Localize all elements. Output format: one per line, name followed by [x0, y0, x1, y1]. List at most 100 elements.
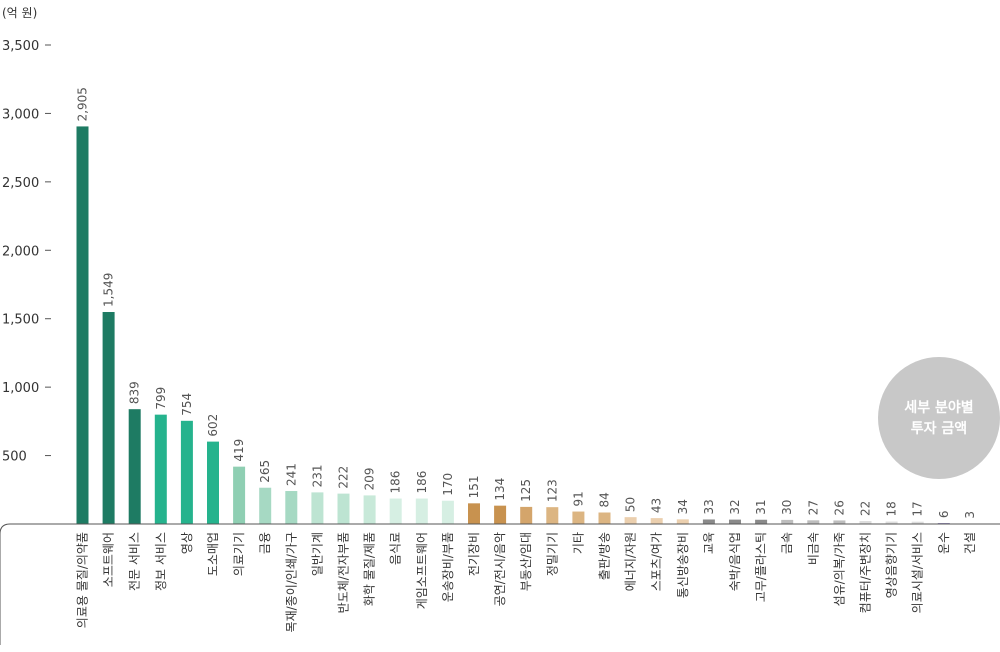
category-label: 에너지/자원 [624, 532, 638, 591]
category-labels: 의료용 물질/의약품 소프트웨어 전문 서비스 정보 서비스 영상 도소매업 의료기기 금융 목… [75, 532, 977, 632]
summary-badge: 세부 분야별 투자 금액 [878, 357, 1000, 479]
bar [885, 521, 898, 524]
bar [415, 498, 428, 524]
category-label: 섬유/의복/가죽 [832, 532, 846, 606]
value-label: 241 [284, 463, 298, 486]
bar [337, 493, 350, 524]
bar [807, 520, 820, 524]
value-label: 43 [650, 498, 664, 513]
category-label: 운수 [937, 532, 951, 554]
badge-line1: 세부 분야별 [904, 399, 973, 416]
value-label: 419 [232, 439, 246, 462]
category-label: 기타 [571, 532, 585, 554]
y-tick-label: 500 [2, 450, 27, 465]
value-label: 186 [389, 471, 403, 494]
value-label: 151 [467, 475, 481, 498]
bar [781, 519, 794, 524]
value-label: 3 [963, 511, 977, 519]
value-label: 222 [337, 466, 351, 489]
y-tick-label: 2,500 [2, 176, 39, 191]
category-label: 스포츠/여가 [650, 532, 664, 591]
category-label: 음식료 [389, 532, 403, 565]
category-label: 전문 서비스 [128, 532, 142, 591]
category-label: 금융 [258, 532, 272, 554]
value-label: 34 [676, 499, 690, 514]
bars: 2,905 1,549 839 799 754 602 419 265 241 231 222 209… [76, 87, 977, 525]
y-tick-label: 3,000 [2, 107, 39, 122]
value-label: 170 [441, 473, 455, 496]
value-label: 754 [180, 393, 194, 416]
bar [102, 312, 115, 524]
y-tick-label: 1,500 [2, 313, 39, 328]
value-label: 265 [258, 460, 272, 483]
bar [76, 126, 89, 525]
category-label: 의료시설/서비스 [911, 532, 925, 613]
badge-line2: 투자 금액 [911, 420, 967, 437]
value-label: 27 [806, 500, 820, 515]
value-label: 799 [154, 387, 168, 410]
bar [755, 519, 768, 524]
category-label: 일반기계 [310, 532, 324, 576]
value-label: 33 [702, 499, 716, 514]
bar [441, 500, 454, 524]
category-label: 반도체/전자부품 [337, 532, 351, 613]
value-label: 839 [128, 381, 142, 404]
category-label: 비금속 [806, 532, 820, 565]
unit-label: (억 원) [2, 6, 37, 20]
bar [128, 409, 141, 524]
category-label: 숙박/음식업 [728, 532, 742, 591]
value-label: 50 [624, 497, 638, 512]
bar [624, 517, 637, 524]
category-label: 통신방송장비 [676, 532, 690, 598]
bar [650, 518, 663, 524]
bar [520, 506, 533, 524]
category-label: 의료기기 [232, 532, 246, 576]
category-label: 운송장비/부품 [441, 532, 455, 602]
bar [702, 519, 715, 524]
category-label: 목재/종이/인쇄/가구 [284, 532, 298, 632]
bar [729, 519, 741, 524]
bar [859, 520, 872, 524]
bar [833, 520, 846, 524]
category-label: 게임소프트웨어 [415, 532, 429, 609]
bar [233, 466, 246, 524]
value-label: 1,549 [102, 273, 116, 307]
value-label: 17 [911, 501, 925, 516]
bar [207, 441, 219, 524]
bar [389, 498, 402, 524]
bar [676, 519, 689, 524]
category-label: 정밀기기 [545, 532, 559, 576]
category-label: 소프트웨어 [102, 532, 116, 587]
category-label: 영상음향기기 [885, 532, 899, 598]
category-label: 교육 [702, 532, 716, 554]
y-tick-label: 1,000 [2, 381, 39, 396]
value-label: 30 [780, 500, 794, 515]
value-label: 2,905 [76, 87, 90, 121]
y-tick-label: 3,500 [2, 39, 39, 54]
bar [572, 511, 585, 524]
category-label: 영상 [180, 532, 194, 554]
value-label: 123 [545, 479, 559, 502]
value-label: 26 [832, 500, 846, 515]
category-label: 공연/전시/음악 [493, 532, 507, 606]
y-axis: 500 1,000 1,500 2,000 2,500 3,000 3,500 [2, 39, 51, 465]
y-tick-label: 2,000 [2, 244, 39, 259]
value-label: 31 [754, 499, 768, 514]
category-label: 컴퓨터/주변장치 [859, 532, 873, 613]
value-label: 84 [598, 492, 612, 507]
bar [311, 492, 324, 524]
category-label: 건설 [963, 532, 977, 554]
value-label: 91 [571, 491, 585, 506]
axis-bracket [0, 523, 1000, 645]
value-label: 22 [859, 501, 873, 516]
bar [598, 512, 611, 524]
category-label: 금속 [780, 532, 794, 554]
category-label: 정보 서비스 [154, 532, 168, 591]
value-label: 18 [885, 501, 899, 516]
badge-circle [878, 357, 1000, 479]
bar [285, 491, 298, 524]
value-label: 32 [728, 499, 742, 514]
value-label: 186 [415, 471, 429, 494]
category-label: 출판/방송 [598, 532, 612, 580]
